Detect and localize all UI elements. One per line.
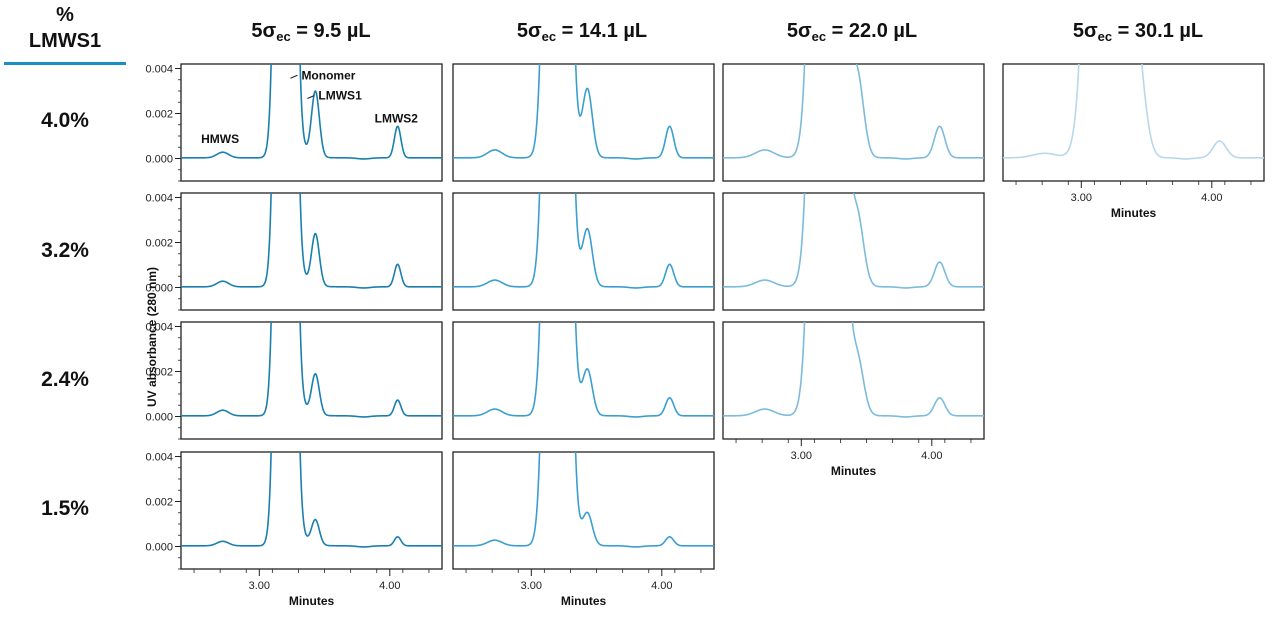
y-tick-label: 0.004 bbox=[145, 322, 173, 334]
series-trace-r2-c0 bbox=[181, 322, 442, 418]
series-trace-r0-c1 bbox=[453, 64, 714, 160]
series-trace-r0-c3 bbox=[1003, 64, 1264, 160]
panel-frame-r2-c0 bbox=[180, 321, 443, 440]
x-axis-label: Minutes bbox=[561, 594, 607, 608]
series-trace-r3-c1 bbox=[453, 452, 714, 548]
x-tick-label: 3.00 bbox=[249, 580, 270, 592]
panel-frame-r0-c2 bbox=[722, 63, 985, 182]
series-trace-r1-c0 bbox=[181, 193, 442, 289]
x-tick-label: 4.00 bbox=[1201, 192, 1222, 204]
series-trace-r3-c0 bbox=[181, 452, 442, 548]
panel-frame-r3-c1 bbox=[452, 451, 715, 570]
series-trace-r1-c2 bbox=[723, 193, 984, 289]
annotation-label: LMWS1 bbox=[318, 89, 362, 103]
y-tick-label: 0.002 bbox=[145, 238, 173, 250]
x-tick-label: 3.00 bbox=[791, 450, 812, 462]
x-tick-label: 4.00 bbox=[921, 450, 942, 462]
series-trace-r0-c0 bbox=[181, 64, 442, 160]
y-tick-label: 0.000 bbox=[145, 154, 173, 166]
header-percent-symbol: % bbox=[56, 4, 74, 26]
panel-frame-r1-c1 bbox=[452, 192, 715, 311]
panel-frame-r3-c0 bbox=[180, 451, 443, 570]
x-tick-label: 4.00 bbox=[651, 580, 672, 592]
annotation-label: HMWS bbox=[201, 132, 239, 146]
column-title-3: 5σec = 30.1 µL bbox=[1072, 20, 1204, 44]
header-metric-label: LMWS1 bbox=[28, 30, 102, 52]
x-tick-label: 3.00 bbox=[521, 580, 542, 592]
header-divider bbox=[4, 62, 126, 65]
column-title-1: 5σec = 14.1 µL bbox=[516, 20, 648, 44]
x-axis-label: Minutes bbox=[1111, 206, 1157, 220]
panel-frame-r2-c2 bbox=[722, 321, 985, 440]
row-label-1: 3.2% bbox=[41, 239, 89, 262]
annotation-leader bbox=[290, 74, 298, 79]
annotation-label: LMWS2 bbox=[375, 112, 419, 126]
panel-frame-r1-c2 bbox=[722, 192, 985, 311]
y-tick-label: 0.000 bbox=[145, 283, 173, 295]
annotation-label: Monomer bbox=[301, 68, 355, 82]
row-label-3: 1.5% bbox=[41, 497, 89, 520]
series-trace-r0-c2 bbox=[723, 64, 984, 160]
column-title-0: 5σec = 9.5 µL bbox=[251, 20, 371, 44]
y-tick-label: 0.002 bbox=[145, 367, 173, 379]
column-title-2: 5σec = 22.0 µL bbox=[786, 20, 918, 44]
panel-frame-r2-c1 bbox=[452, 321, 715, 440]
x-tick-label: 4.00 bbox=[379, 580, 400, 592]
y-tick-label: 0.004 bbox=[145, 64, 173, 76]
x-axis-label: Minutes bbox=[289, 594, 335, 608]
panel-frame-r0-c1 bbox=[452, 63, 715, 182]
row-label-2: 2.4% bbox=[41, 368, 89, 391]
y-tick-label: 0.002 bbox=[145, 497, 173, 509]
series-trace-r2-c1 bbox=[453, 322, 714, 418]
y-tick-label: 0.000 bbox=[145, 542, 173, 554]
y-tick-label: 0.002 bbox=[145, 109, 173, 121]
y-tick-label: 0.000 bbox=[145, 412, 173, 424]
x-axis-label: Minutes bbox=[831, 464, 877, 478]
y-tick-label: 0.004 bbox=[145, 193, 173, 205]
panel-frame-r0-c3 bbox=[1002, 63, 1265, 182]
x-tick-label: 3.00 bbox=[1071, 192, 1092, 204]
series-trace-r2-c2 bbox=[723, 322, 984, 418]
y-tick-label: 0.004 bbox=[145, 452, 173, 464]
row-label-0: 4.0% bbox=[41, 109, 89, 132]
series-trace-r1-c1 bbox=[453, 193, 714, 289]
annotation-leader bbox=[307, 95, 315, 99]
